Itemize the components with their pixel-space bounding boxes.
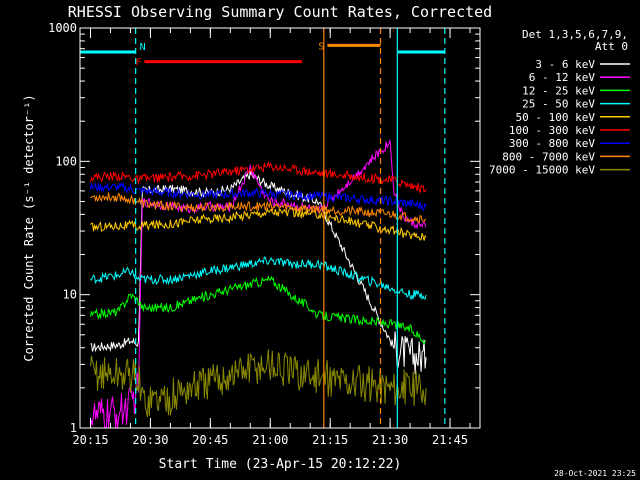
series-line — [90, 192, 427, 224]
legend-header: Det 1,3,5,6,7,9, — [522, 28, 628, 41]
series-line — [90, 170, 427, 375]
data-layer — [90, 139, 427, 429]
series-line — [90, 181, 427, 212]
annotation-layer: NF S — [80, 28, 446, 428]
y-tick-label: 1 — [70, 421, 77, 435]
x-tick-label: 20:15 — [72, 433, 108, 447]
plot-frame — [79, 27, 481, 429]
series-line — [90, 206, 427, 241]
chart-title: RHESSI Observing Summary Count Rates, Co… — [68, 3, 492, 21]
x-axis-label: Start Time (23-Apr-15 20:12:22) — [159, 457, 402, 472]
series-line — [90, 161, 427, 195]
series-line — [90, 349, 427, 418]
axis-layer: 1 10 100 1000 20:15 20:30 20:45 21:00 21:15 21:30… — [48, 21, 480, 447]
series-line — [90, 139, 427, 429]
annotation-label: S — [318, 41, 324, 52]
legend-label: 12 - 25 keV — [522, 84, 595, 97]
legend-label: 25 - 50 keV — [522, 98, 595, 111]
x-tick-label: 21:15 — [312, 433, 348, 447]
x-tick-label: 20:45 — [192, 433, 228, 447]
legend-header: Att 0 — [595, 40, 628, 53]
y-tick-label: 100 — [55, 154, 77, 168]
x-tick-label: 21:45 — [432, 433, 468, 447]
y-tick-label: 1000 — [48, 21, 77, 35]
timestamp: 28-Oct-2021 23:25 — [554, 469, 636, 478]
legend-label: 800 - 7000 keV — [502, 150, 595, 163]
series-line — [90, 256, 427, 301]
x-tick-label: 21:30 — [372, 433, 408, 447]
annotation-label: F — [135, 58, 141, 69]
legend-label: 100 - 300 keV — [509, 124, 595, 137]
annotation-label: N — [140, 42, 146, 53]
legend-label: 6 - 12 keV — [529, 71, 596, 84]
y-axis-label: Corrected Count Rate (s⁻¹ detector⁻¹) — [22, 94, 36, 361]
series-line — [90, 274, 427, 345]
legend-label: 50 - 100 keV — [516, 111, 596, 124]
legend-label: 3 - 6 keV — [535, 58, 595, 71]
legend-label: 300 - 800 keV — [509, 137, 595, 150]
x-tick-label: 20:30 — [132, 433, 168, 447]
legend-label: 7000 - 15000 keV — [489, 164, 595, 177]
x-tick-label: 21:00 — [252, 433, 288, 447]
y-tick-label: 10 — [63, 288, 77, 302]
